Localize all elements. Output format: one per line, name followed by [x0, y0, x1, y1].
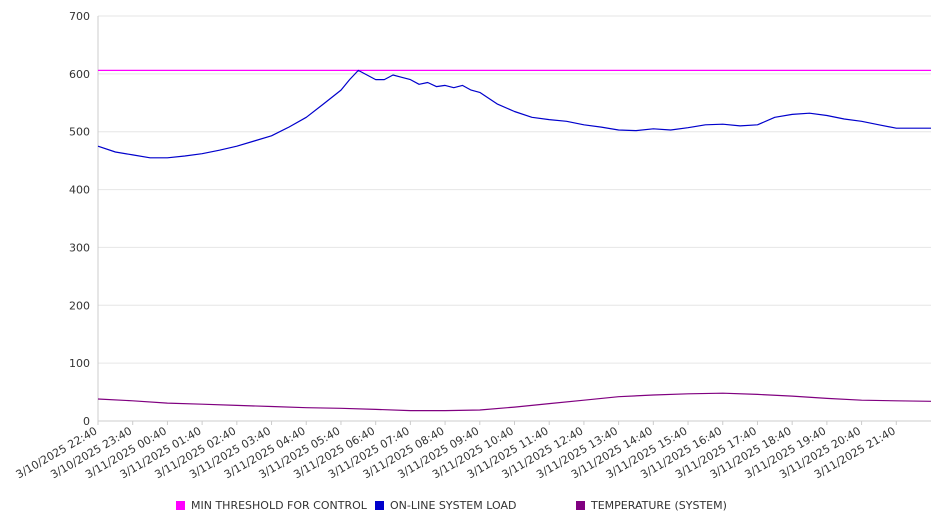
legend-label: TEMPERATURE (SYSTEM)	[591, 498, 727, 512]
y-tick-label: 100	[69, 357, 90, 370]
axes	[97, 16, 931, 425]
y-tick-label: 200	[69, 299, 90, 312]
legend: MIN THRESHOLD FOR CONTROL ON-LINE SYSTEM …	[0, 497, 946, 517]
series-line-2	[97, 392, 932, 412]
legend-swatch	[176, 500, 185, 510]
legend-item[interactable]: TEMPERATURE (SYSTEM)	[576, 497, 727, 513]
series	[97, 69, 932, 412]
legend-swatch	[375, 500, 384, 510]
x-tick-labels: 3/10/2025 22:403/10/2025 23:403/11/2025 …	[14, 424, 898, 481]
series-line-1	[97, 69, 931, 159]
y-tick-label: 300	[69, 241, 90, 254]
grid	[98, 15, 931, 364]
y-tick-label: 600	[69, 68, 90, 81]
y-tick-label: 400	[69, 184, 90, 197]
legend-swatch	[576, 500, 585, 510]
legend-item[interactable]: ON-LINE SYSTEM LOAD	[375, 497, 516, 513]
legend-label: MIN THRESHOLD FOR CONTROL	[191, 498, 367, 512]
y-tick-labels: 0 100 200 300 400 500 600 700	[69, 10, 90, 428]
legend-label: ON-LINE SYSTEM LOAD	[390, 498, 517, 512]
y-tick-label: 700	[69, 10, 90, 23]
y-tick-label: 0	[83, 415, 90, 428]
legend-item[interactable]: MIN THRESHOLD FOR CONTROL	[176, 497, 367, 513]
y-tick-label: 500	[69, 126, 90, 139]
